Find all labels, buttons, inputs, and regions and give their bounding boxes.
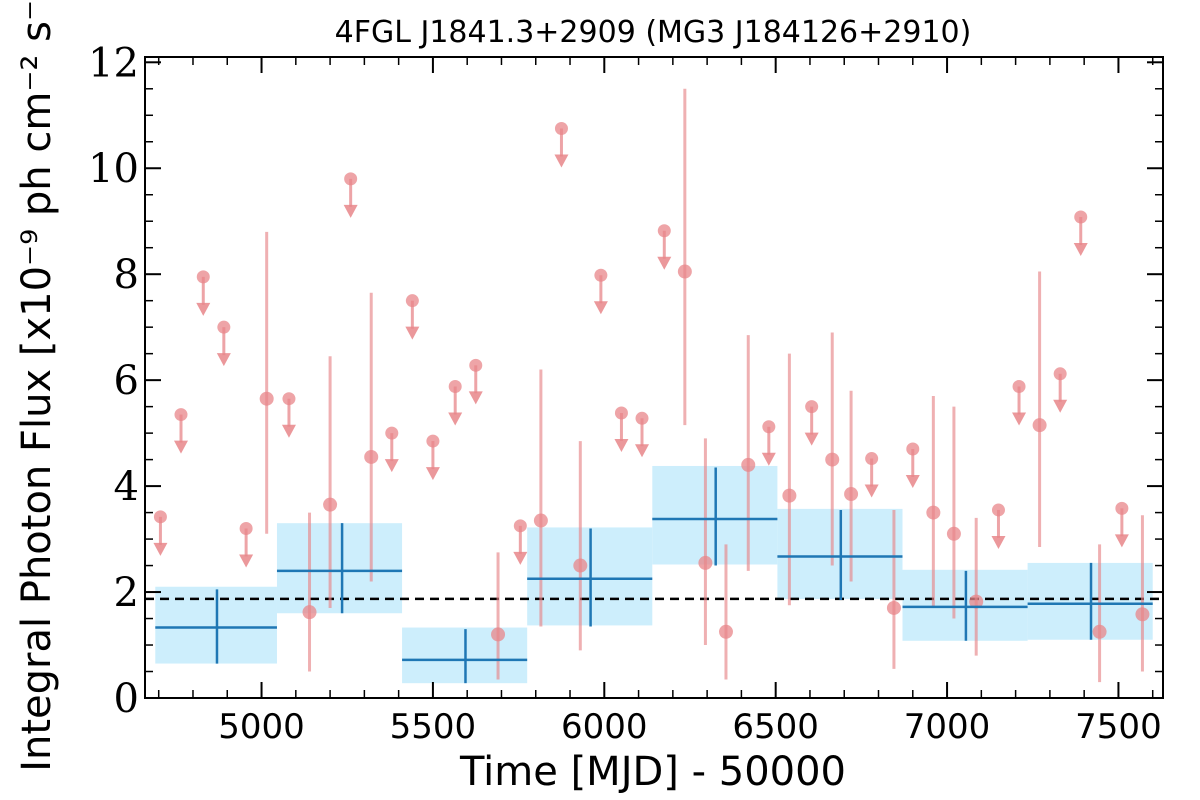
x-tick-label-1: 5500 — [390, 707, 477, 747]
plot-axes — [144, 56, 1164, 699]
detection-point-10 — [741, 457, 756, 472]
axis-ticks: 5000 5500 6000 6500 7000 7500 0 2 4 6 8 10 12 — [88, 40, 1163, 747]
upper-limit-point-10 — [448, 380, 462, 394]
detection-point-12 — [825, 452, 840, 467]
upper-limit-arrow-26 — [1114, 534, 1129, 548]
y-tick-label-5: 10 — [88, 146, 139, 192]
upper-limit-arrow-11 — [468, 391, 483, 405]
y-tick-label-6: 12 — [88, 40, 139, 86]
upper-limit-point-21 — [906, 442, 920, 456]
upper-limit-point-23 — [1012, 380, 1026, 394]
y-tick-label-2: 4 — [114, 464, 139, 510]
upper-limit-arrow-12 — [513, 551, 528, 565]
upper-limit-point-0 — [153, 510, 167, 524]
upper-limit-point-7 — [385, 426, 399, 440]
upper-limit-arrow-4 — [239, 554, 254, 568]
upper-limit-point-24 — [1053, 367, 1067, 381]
detection-point-2 — [323, 497, 338, 512]
detection-point-17 — [969, 594, 984, 609]
upper-limit-point-14 — [594, 268, 608, 282]
upper-limit-arrow-14 — [593, 301, 608, 315]
upper-limit-arrow-7 — [384, 459, 399, 473]
upper-limit-arrow-9 — [425, 467, 440, 481]
upper-limit-point-1 — [174, 408, 188, 422]
upper-limit-arrow-23 — [1012, 412, 1027, 426]
detection-point-19 — [1092, 624, 1107, 639]
y-tick-label-0: 0 — [114, 676, 139, 722]
upper-limit-arrow-2 — [196, 302, 211, 316]
detection-point-8 — [698, 555, 713, 570]
upper-limit-point-25 — [1074, 210, 1088, 224]
upper-limit-arrow-17 — [657, 256, 672, 270]
upper-limit-point-22 — [991, 503, 1005, 517]
upper-limit-point-12 — [513, 519, 527, 533]
upper-limit-point-26 — [1115, 501, 1129, 515]
upper-limit-arrow-13 — [554, 154, 569, 168]
detection-point-11 — [782, 488, 797, 503]
upper-limit-arrow-24 — [1053, 399, 1068, 413]
upper-limit-point-3 — [217, 320, 231, 334]
detection-point-13 — [844, 487, 859, 502]
upper-limit-arrow-21 — [905, 475, 920, 489]
upper-limit-point-15 — [614, 406, 628, 420]
upper-limit-point-8 — [405, 294, 419, 308]
y-axis-label: Integral Photon Flux [x10⁻⁹ ph cm⁻² s⁻¹] — [14, 0, 60, 772]
upper-limit-point-9 — [426, 434, 440, 448]
upper-limit-arrow-6 — [343, 204, 358, 218]
detection-point-1 — [302, 605, 317, 620]
x-tick-label-2: 6000 — [561, 707, 648, 747]
upper-limit-point-11 — [469, 358, 483, 372]
upper-limit-arrow-20 — [864, 484, 879, 498]
x-axis-label: Time [MJD] - 50000 — [459, 749, 846, 795]
upper-limit-arrow-3 — [216, 353, 231, 367]
upper-limit-arrow-15 — [614, 438, 629, 452]
upper-limit-point-19 — [805, 400, 819, 414]
upper-limit-point-20 — [865, 452, 879, 466]
upper-limit-points — [153, 122, 1129, 568]
upper-limit-arrow-19 — [804, 432, 819, 446]
bin-uncertainty-bands — [155, 465, 1153, 684]
upper-limit-arrow-16 — [635, 444, 650, 458]
detection-point-3 — [364, 449, 379, 464]
upper-limit-point-18 — [762, 420, 776, 434]
plot-frame — [144, 56, 1164, 699]
upper-limit-arrow-18 — [761, 452, 776, 466]
chart-title: 4FGL J1841.3+2909 (MG3 J184126+2910) — [335, 15, 972, 50]
detection-point-20 — [1135, 607, 1150, 622]
x-tick-label-0: 5000 — [218, 707, 305, 747]
upper-limit-point-2 — [196, 270, 210, 284]
upper-limit-point-6 — [344, 172, 358, 186]
upper-limit-arrow-22 — [991, 535, 1006, 549]
y-tick-label-4: 8 — [114, 252, 139, 298]
upper-limit-point-17 — [657, 224, 671, 238]
detection-point-9 — [718, 624, 733, 639]
detection-point-5 — [533, 513, 548, 528]
x-tick-label-3: 6500 — [732, 707, 819, 747]
binned-flux-crosses — [155, 467, 1153, 684]
y-tick-label-3: 6 — [114, 358, 139, 404]
detection-point-18 — [1032, 418, 1047, 433]
y-tick-label-1: 2 — [114, 570, 139, 616]
detection-point-0 — [259, 391, 274, 406]
detection-points — [259, 88, 1150, 683]
upper-limit-point-5 — [282, 392, 296, 406]
upper-limit-arrow-0 — [153, 542, 168, 556]
upper-limit-arrow-8 — [405, 326, 420, 340]
detection-point-4 — [491, 627, 506, 642]
upper-limit-arrow-5 — [281, 424, 296, 438]
x-tick-label-4: 7000 — [904, 707, 991, 747]
detection-point-6 — [573, 558, 588, 573]
upper-limit-point-16 — [635, 411, 649, 425]
detection-point-14 — [886, 600, 901, 615]
detection-point-15 — [926, 505, 941, 520]
upper-limit-arrow-1 — [173, 440, 188, 454]
upper-limit-arrow-25 — [1073, 242, 1088, 256]
x-tick-label-5: 7500 — [1075, 707, 1162, 747]
detection-point-16 — [946, 526, 961, 541]
upper-limit-point-4 — [239, 521, 253, 535]
detection-point-7 — [677, 264, 692, 279]
upper-limit-point-13 — [554, 122, 568, 136]
upper-limit-arrow-10 — [448, 412, 463, 426]
